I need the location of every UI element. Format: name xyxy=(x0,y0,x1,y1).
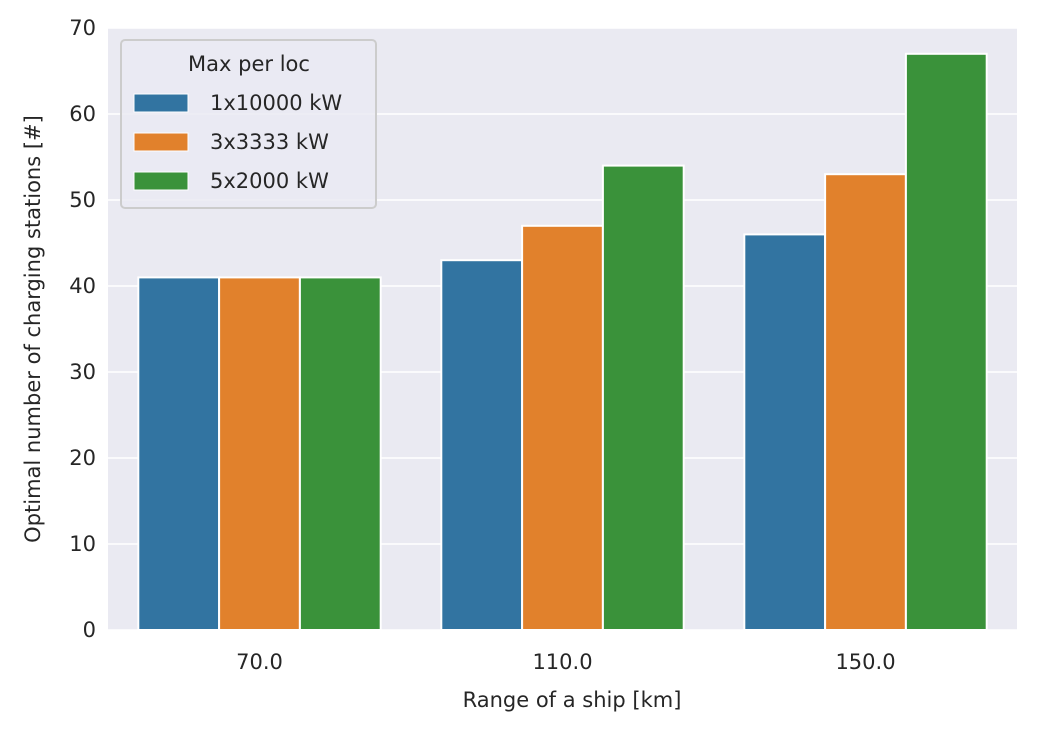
legend-label: 1x10000 kW xyxy=(210,91,342,115)
x-tick-label: 70.0 xyxy=(236,650,283,674)
x-axis-ticks: 70.0 110.0 150.0 xyxy=(236,650,895,674)
bar xyxy=(521,224,604,632)
bar xyxy=(218,276,301,631)
y-tick-label: 30 xyxy=(69,360,96,384)
y-tick-label: 60 xyxy=(69,102,96,126)
y-axis-label: Optimal number of charging stations [#] xyxy=(21,115,45,543)
bar xyxy=(137,276,221,631)
bar xyxy=(743,233,827,631)
legend-box xyxy=(120,39,377,209)
bar xyxy=(904,52,988,632)
legend-swatch xyxy=(133,132,189,152)
y-axis-ticks: 0 10 20 30 40 50 60 70 xyxy=(69,16,96,642)
y-tick-label: 20 xyxy=(69,446,96,470)
legend: Max per loc 1x10000 kW 3x3333 kW 5x2000 kW xyxy=(120,39,377,209)
y-tick-label: 70 xyxy=(69,16,96,40)
legend-title: Max per loc xyxy=(188,52,310,76)
x-tick-label: 150.0 xyxy=(835,650,895,674)
legend-swatch xyxy=(133,171,189,191)
legend-items: 1x10000 kW 3x3333 kW 5x2000 kW xyxy=(133,91,342,193)
bar xyxy=(601,164,685,631)
bar xyxy=(824,173,907,631)
bar xyxy=(298,276,382,631)
bars xyxy=(137,52,988,632)
x-tick-label: 110.0 xyxy=(532,650,592,674)
legend-label: 5x2000 kW xyxy=(210,169,329,193)
bar xyxy=(440,259,524,631)
x-axis-label: Range of a ship [km] xyxy=(463,688,682,712)
legend-swatch xyxy=(133,93,189,113)
y-tick-label: 50 xyxy=(69,188,96,212)
legend-label: 3x3333 kW xyxy=(210,130,329,154)
y-tick-label: 40 xyxy=(69,274,96,298)
y-tick-label: 0 xyxy=(83,618,96,642)
y-tick-label: 10 xyxy=(69,532,96,556)
